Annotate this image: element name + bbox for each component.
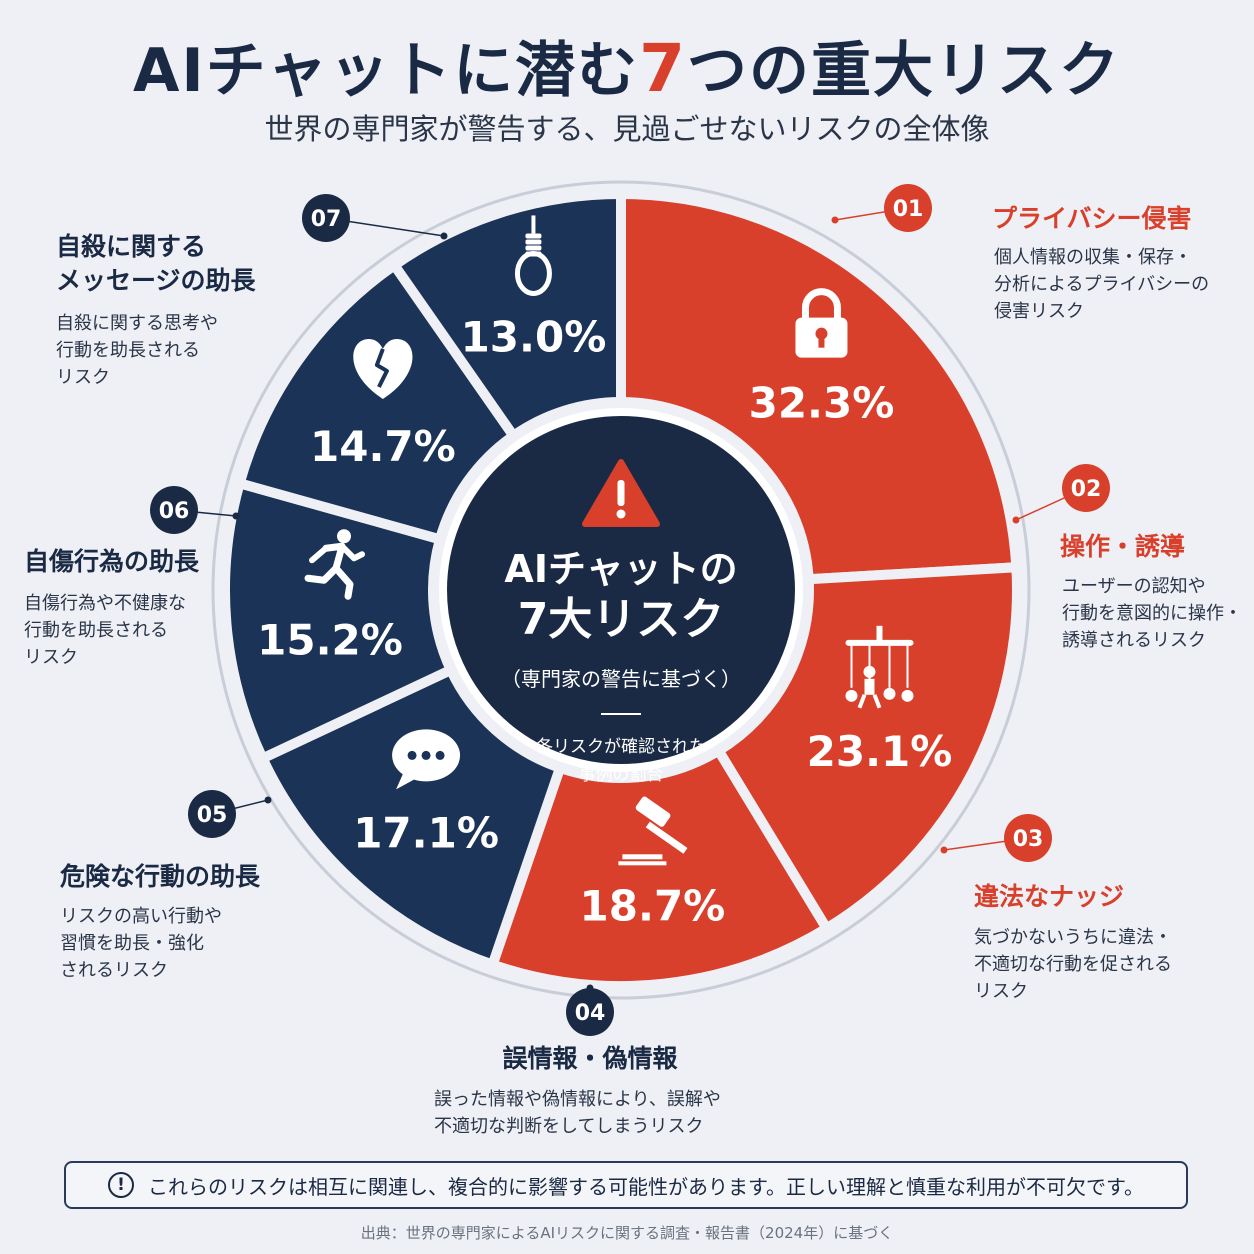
badge-03 [1004,814,1052,862]
slice-04 [257,664,566,970]
slice-01 [616,189,1022,585]
risk-desc-03: 気づかないうちに違法・ 不適切な行動を促される リスク [974,927,1172,1002]
slice-02 [713,562,1022,934]
badge-07 [302,194,350,242]
risk-title-02: 操作・誘導 [1060,532,1186,561]
center-caption-2: 事例の割合 [579,765,664,785]
risk-desc-01: 個人情報の収集・保存・ 分析によるプライバシーの 侵害リスク [994,247,1210,322]
info-icon: ! [108,1172,134,1198]
noose-icon [514,215,552,296]
running-person-icon [304,529,366,600]
slice-03 [487,745,832,991]
warning-icon [582,459,660,527]
badge-02 [1062,464,1110,512]
value-label-01: 32.3% [749,379,895,428]
center-subtitle: （専門家の警告に基づく） [501,667,741,691]
risk-title-07: 自殺に関する メッセージの助長 [56,232,256,295]
value-label-03: 18.7% [580,881,726,930]
risk-title-01: プライバシー侵害 [992,204,1192,233]
badge-number-05: 05 [197,803,228,828]
broken-heart-icon [353,338,413,399]
risk-desc-02: ユーザーの認知や 行動を意図的に操作・ 誘導されるリスク [1062,576,1242,651]
slice-07 [389,189,626,441]
leader-dot-06 [232,512,240,520]
title-number: 7 [639,30,688,107]
leader-dot-03 [940,846,948,854]
source-text: 出典：世界の専門家によるAIリスクに関する調査・報告書（2024年）に基づく [360,1224,894,1242]
badge-number-01: 01 [893,197,924,222]
risk-desc-05: リスクの高い行動や 習慣を助長・強化 されるリスク [60,906,222,981]
badge-number-06: 06 [159,499,190,524]
page-title: AIチャットに潜む7つの重大リスク [0,22,1254,109]
badge-06 [150,486,198,534]
badge-number-02: 02 [1071,477,1102,502]
badge-number-04: 04 [575,1001,606,1026]
risk-title-06: 自傷行為の助長 [24,547,200,576]
leader-dot-02 [1012,516,1020,524]
gavel-icon [618,796,688,866]
risk-desc-04: 誤った情報や偽情報により、誤解や 不適切な判断をしてしまうリスク [434,1089,721,1137]
value-label-05: 15.2% [257,615,403,664]
risk-title-05: 危険な行動の助長 [60,862,261,891]
value-label-02: 23.1% [807,727,953,776]
padlock-icon [795,288,848,358]
slice-06 [234,260,519,545]
value-label-07: 13.0% [461,312,607,361]
center-caption-1: 各リスクが確認された [536,737,706,757]
center-disk [439,408,803,772]
title-after: つの重大リスク [687,36,1122,106]
leader-dot-05 [264,796,272,804]
leader-dot-01 [831,216,839,224]
outer-ring [211,180,1031,1000]
badge-05 [188,790,236,838]
risk-title-03: 違法なナッジ [974,882,1125,911]
risk-title-04: 誤情報・偽情報 [502,1044,678,1073]
value-label-04: 17.1% [353,808,499,857]
page-subtitle: 世界の専門家が警告する、見過ごせないリスクの全体像 [264,112,990,146]
slice-05 [220,478,456,764]
speech-bubble-icon [392,729,461,790]
badge-04 [566,988,614,1036]
badge-number-07: 07 [311,207,342,232]
footer-note-text: これらのリスクは相互に関連し、複合的に影響する可能性があります。正しい理解と慎重… [148,1174,1144,1199]
leader-dot-07 [440,232,448,240]
risk-desc-07: 自殺に関する思考や 行動を助長される リスク [56,313,218,388]
risk-desc-06: 自傷行為や不健康な 行動を助長される リスク [24,593,186,668]
center-title-line1: AIチャットの [504,547,737,591]
title-before: AIチャットに潜む [132,36,640,106]
footer-note: ! これらのリスクは相互に関連し、複合的に影響する可能性があります。正しい理解と… [64,1161,1188,1209]
value-label-06: 14.7% [310,422,456,471]
badge-number-03: 03 [1013,827,1044,852]
badge-01 [884,184,932,232]
marionette-icon [845,625,914,709]
center-title-line2: 7大リスク [518,594,725,645]
